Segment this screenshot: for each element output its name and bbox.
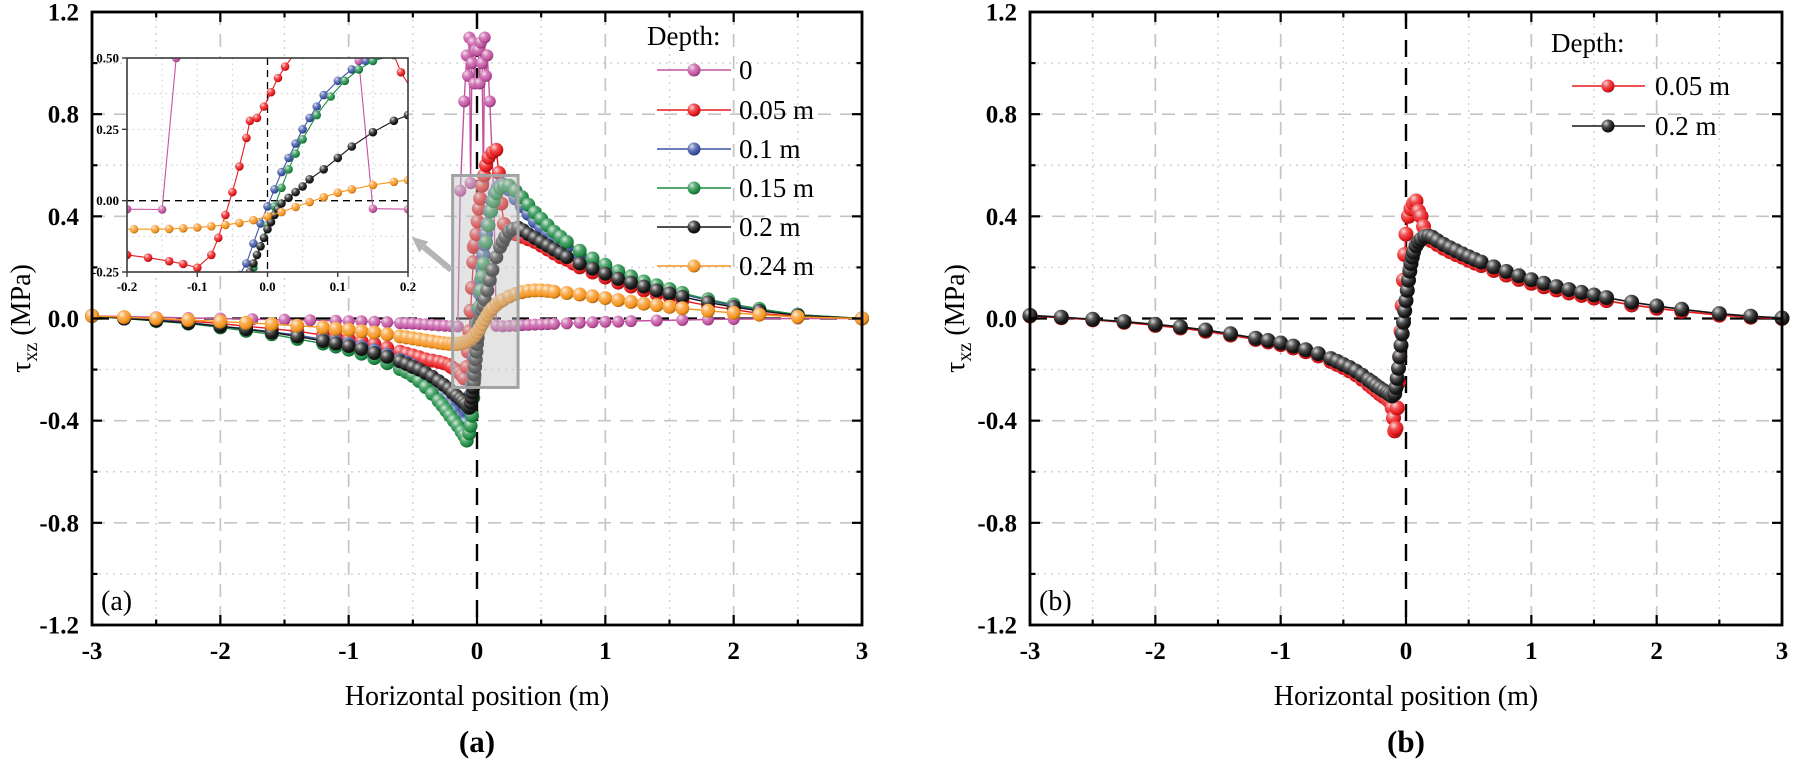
- corner-label: (b): [1039, 586, 1072, 617]
- legend-marker-icon: [687, 142, 701, 156]
- svg-text:1.2: 1.2: [986, 0, 1017, 27]
- svg-text:3: 3: [856, 638, 869, 665]
- panel-b-chart: -3 -2 -1 0 1 2 3 -1.2 -0.8 -0.4 0.0 0.4 0.8 1.2 Horizo…: [940, 0, 1790, 712]
- caption-b: (b): [1387, 724, 1425, 759]
- svg-text:0: 0: [1400, 638, 1413, 665]
- tick-labels: -3 -2 -1 0 1 2 3 -1.2 -0.8 -0.4 0.0 0.4 0.8 1.2: [977, 0, 1788, 665]
- legend-title: Depth:: [647, 21, 721, 51]
- svg-text:0.0: 0.0: [48, 306, 79, 333]
- legend-label: 0.2 m: [1655, 111, 1717, 141]
- svg-text:1: 1: [599, 638, 612, 665]
- legend-label: 0: [739, 55, 753, 85]
- svg-text:0.1: 0.1: [330, 279, 346, 294]
- legend-marker-icon: [1601, 79, 1615, 93]
- svg-text:3: 3: [1776, 638, 1789, 665]
- legend-marker-icon: [687, 181, 701, 195]
- zoom-arrow: [411, 236, 454, 273]
- svg-text:-2: -2: [1145, 638, 1166, 665]
- legend-marker-icon: [687, 63, 701, 77]
- svg-text:0.2: 0.2: [400, 279, 416, 294]
- svg-text:-1.2: -1.2: [977, 613, 1017, 640]
- y-axis-title: τxz (MPa): [6, 264, 42, 373]
- panel-a-chart: -0.2 -0.1 0.0 0.1 0.2-0.250.000.250.50-3 -2 -1…: [6, 0, 869, 712]
- svg-text:-0.8: -0.8: [39, 510, 79, 537]
- svg-text:0.25: 0.25: [96, 122, 119, 137]
- svg-text:1.2: 1.2: [48, 0, 79, 27]
- svg-text:0.0: 0.0: [986, 306, 1017, 333]
- inset-zoom-plot: -0.2 -0.1 0.0 0.1 0.2 -0.25 0.00 0.25 0.50: [92, 51, 416, 295]
- svg-text:-3: -3: [82, 638, 103, 665]
- legend-marker-icon: [1601, 119, 1615, 133]
- corner-label: (a): [101, 586, 132, 617]
- svg-text:-0.8: -0.8: [977, 510, 1017, 537]
- svg-text:-1: -1: [338, 638, 359, 665]
- legend: Depth: 0.05 m 0.2 m: [1551, 28, 1730, 141]
- svg-text:-0.1: -0.1: [187, 279, 208, 294]
- zoom-highlight-box: [451, 173, 520, 389]
- x-axis-title: Horizontal position (m): [1274, 681, 1538, 712]
- svg-text:-2: -2: [210, 638, 231, 665]
- svg-text:-0.4: -0.4: [39, 408, 79, 435]
- legend-title: Depth:: [1551, 28, 1625, 58]
- svg-text:0: 0: [471, 638, 484, 665]
- legend-label: 0.15 m: [739, 173, 814, 203]
- svg-text:1: 1: [1525, 638, 1538, 665]
- y-axis-title: τxz (MPa): [940, 264, 976, 373]
- caption-a: (a): [458, 724, 496, 759]
- legend-label: 0.1 m: [739, 134, 801, 164]
- svg-text:-1: -1: [1270, 638, 1291, 665]
- legend-marker-icon: [687, 259, 701, 273]
- svg-text:0.0: 0.0: [259, 279, 275, 294]
- legend-label: 0.05 m: [1655, 71, 1730, 101]
- svg-text:0.8: 0.8: [986, 102, 1017, 129]
- svg-text:-0.4: -0.4: [977, 408, 1017, 435]
- svg-text:0.8: 0.8: [48, 102, 79, 129]
- svg-text:0.00: 0.00: [96, 193, 119, 208]
- x-axis-title: Horizontal position (m): [345, 681, 609, 712]
- svg-text:0.4: 0.4: [986, 204, 1018, 231]
- series-0.2m: [1022, 228, 1790, 404]
- legend: Depth: 0 0.05 m 0.1 m 0.15 m 0.2 m 0.24 m: [647, 21, 814, 281]
- legend-marker-icon: [687, 103, 701, 117]
- svg-text:0.4: 0.4: [48, 204, 80, 231]
- tick-labels: -3 -2 -1 0 1 2 3 -1.2 -0.8 -0.4 0.0 0.4 0.8 1.2: [39, 0, 868, 665]
- svg-text:2: 2: [727, 638, 740, 665]
- legend-label: 0.05 m: [739, 95, 814, 125]
- svg-text:2: 2: [1650, 638, 1663, 665]
- axes-frame: [1028, 10, 1784, 627]
- svg-text:-1.2: -1.2: [39, 613, 79, 640]
- legend-label: 0.2 m: [739, 212, 801, 242]
- axes-frame: [90, 10, 864, 627]
- svg-text:0.50: 0.50: [96, 51, 119, 66]
- legend-marker-icon: [687, 220, 701, 234]
- svg-text:-3: -3: [1020, 638, 1041, 665]
- svg-text:-0.2: -0.2: [117, 279, 138, 294]
- svg-text:-0.25: -0.25: [92, 265, 120, 280]
- legend-label: 0.24 m: [739, 251, 814, 281]
